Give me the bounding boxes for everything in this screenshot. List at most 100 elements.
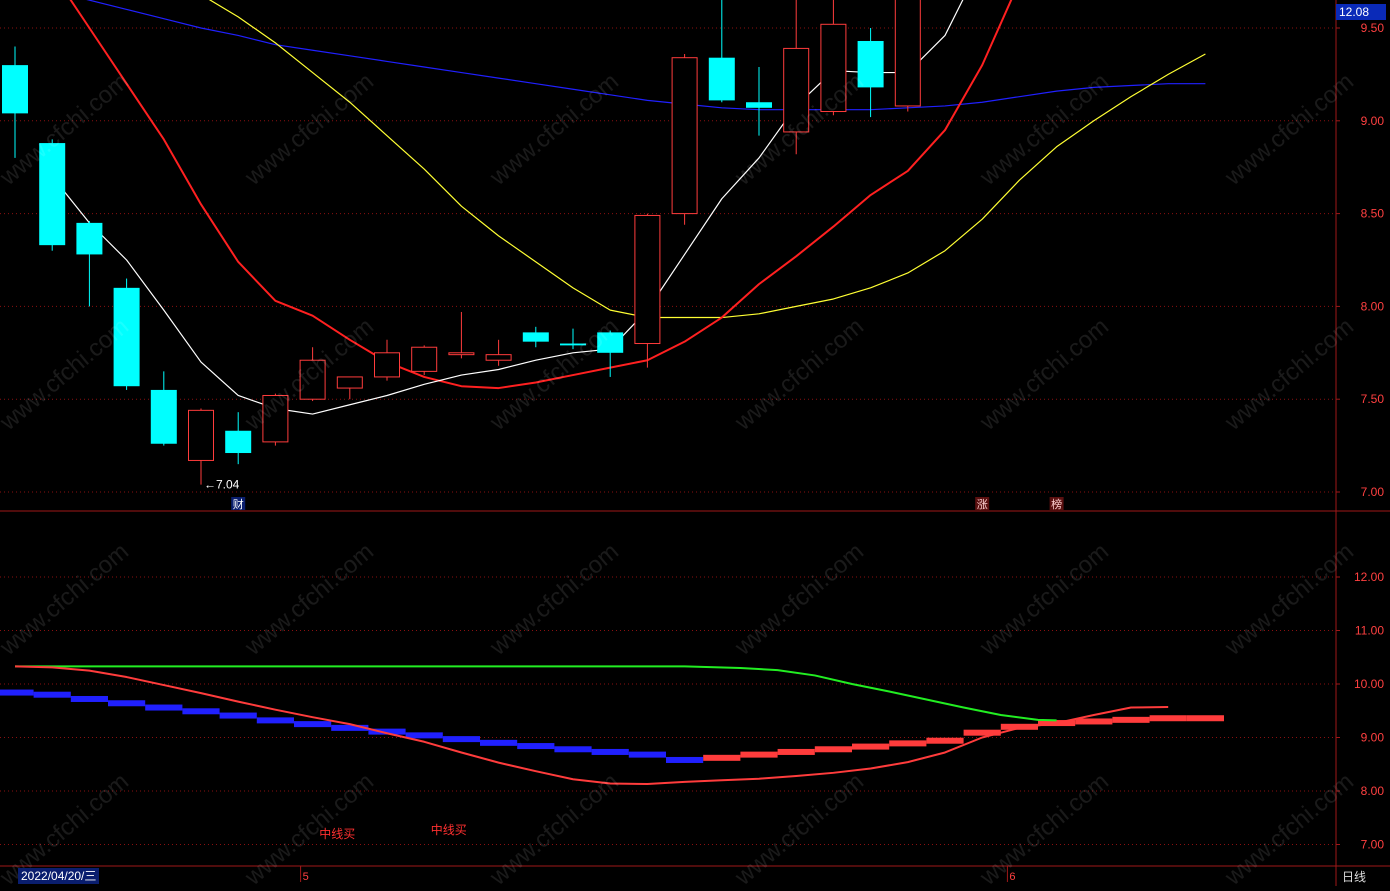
- period-label[interactable]: 日线: [1342, 870, 1367, 884]
- indicator-red-line: [14, 665, 1169, 786]
- candle[interactable]: [708, 0, 735, 103]
- candle[interactable]: [783, 0, 810, 155]
- indicator-tick-label: 8.00: [1361, 784, 1385, 798]
- indicator-tick-label: 11.00: [1355, 624, 1384, 638]
- candle-body: [485, 354, 512, 361]
- candle[interactable]: [560, 328, 586, 350]
- candle-body: [634, 214, 661, 345]
- main-tick-label: 7.00: [1361, 485, 1385, 499]
- indicator-step-segment: [294, 721, 332, 728]
- signal-label: 中线买: [431, 822, 467, 837]
- indicator-tick-label: 7.00: [1361, 838, 1385, 852]
- candle[interactable]: [2, 46, 28, 158]
- candle-body: [448, 352, 475, 356]
- indicator-step-segment: [740, 751, 778, 758]
- indicator-step-segment: [1075, 718, 1113, 725]
- indicator-step-segment: [1186, 715, 1224, 722]
- candle[interactable]: [225, 412, 252, 465]
- candle[interactable]: [150, 371, 177, 446]
- indicator-step-segment: [591, 748, 629, 755]
- candle[interactable]: [522, 326, 549, 348]
- indicator-step-segment: [480, 739, 518, 746]
- event-marker-bg: [975, 497, 990, 510]
- candle-body: [411, 346, 438, 372]
- x-tick-label: 5: [303, 871, 309, 883]
- indicator-step-segment: [33, 691, 71, 698]
- candle[interactable]: [411, 345, 438, 376]
- candle[interactable]: [857, 28, 884, 118]
- indicator-tick-label: 9.00: [1361, 731, 1385, 745]
- indicator-step-segment: [703, 754, 741, 761]
- indicator-step-segment: [145, 704, 183, 711]
- candle[interactable]: [894, 0, 921, 112]
- indicator-step-segment: [926, 737, 964, 744]
- candle-body: [336, 376, 363, 389]
- indicator-step-segment: [219, 712, 257, 719]
- candlestick-layer[interactable]: [2, 0, 1181, 485]
- candle-body: [522, 332, 549, 342]
- ma10-line: [69, 0, 1013, 390]
- candle[interactable]: [76, 221, 103, 307]
- indicator-tick-label: 12.00: [1354, 570, 1384, 584]
- candle-body: [374, 352, 400, 378]
- candle-body: [671, 57, 698, 215]
- event-marker-bg: [1049, 497, 1064, 510]
- event-marker[interactable]: 财: [233, 497, 244, 511]
- candle-body: [820, 23, 847, 113]
- candle[interactable]: [746, 66, 772, 136]
- candle-body: [113, 287, 140, 387]
- indicator-step-segment: [852, 743, 890, 750]
- indicator-step-segment: [405, 732, 443, 739]
- indicator-step-segment: [777, 748, 815, 755]
- candle-body: [150, 389, 177, 444]
- event-marker[interactable]: 榜: [1051, 497, 1062, 511]
- main-tick-label: 8.50: [1361, 207, 1385, 221]
- candle-body: [2, 65, 28, 114]
- indicator-step-segment: [1149, 715, 1187, 722]
- indicator-panel: 中线买 中线买: [0, 665, 1224, 841]
- candle-body: [746, 102, 772, 108]
- candle-body: [560, 343, 586, 346]
- candle[interactable]: [188, 408, 214, 485]
- ma20-line: [208, 0, 1206, 319]
- indicator-step-segment: [1112, 716, 1150, 723]
- indicator-step-segment: [1000, 723, 1038, 730]
- candle[interactable]: [39, 139, 66, 251]
- candle-body: [188, 409, 214, 461]
- candle[interactable]: [336, 376, 363, 400]
- ma5-line: [51, 0, 964, 415]
- ma60-line: [86, 0, 1206, 111]
- indicator-step-segment: [442, 736, 480, 743]
- candle-body: [708, 57, 735, 101]
- main-tick-label: 9.50: [1361, 21, 1385, 35]
- candle[interactable]: [485, 339, 512, 366]
- indicator-step-segment: [628, 751, 666, 758]
- candle[interactable]: [374, 339, 400, 381]
- candle[interactable]: [262, 393, 289, 446]
- event-marker[interactable]: 涨: [977, 498, 988, 511]
- indicator-step-segment: [814, 746, 852, 753]
- cursor-date-label: 2022/04/20/三: [18, 868, 100, 884]
- indicator-step-segment: [554, 746, 592, 753]
- candle[interactable]: [113, 278, 140, 390]
- indicator-step-segment: [517, 743, 555, 750]
- candle-body: [597, 332, 624, 353]
- indicator-green-line: [15, 665, 1057, 722]
- signal-label: 中线买: [319, 826, 355, 841]
- main-tick-label: 8.00: [1361, 299, 1385, 313]
- indicator-step-segment: [331, 724, 369, 731]
- candle[interactable]: [597, 330, 624, 377]
- low-price-marker: ←7.04: [204, 478, 240, 492]
- candle[interactable]: [448, 311, 475, 359]
- candle-body: [262, 394, 289, 443]
- candle[interactable]: [299, 347, 326, 402]
- indicator-step-segment: [666, 756, 704, 763]
- candle[interactable]: [820, 0, 847, 116]
- candle-body: [76, 222, 103, 255]
- candle[interactable]: [634, 213, 661, 368]
- candle[interactable]: [671, 53, 698, 225]
- indicator-step-segment: [108, 700, 146, 707]
